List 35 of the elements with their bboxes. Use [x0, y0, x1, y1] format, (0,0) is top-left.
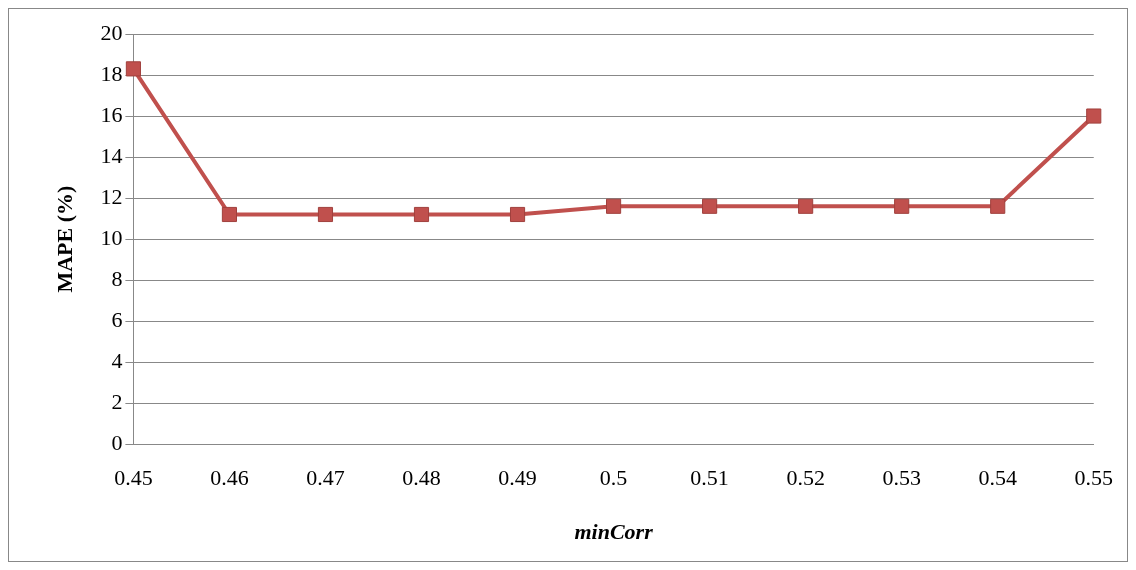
- y-tick-label: 10: [100, 224, 123, 250]
- y-tick-label: 2: [111, 388, 123, 414]
- y-tick-label: 20: [100, 19, 123, 45]
- x-tick-label: 0.52: [786, 465, 825, 491]
- x-tick-label: 0.53: [882, 465, 921, 491]
- x-tick-label: 0.5: [599, 465, 628, 491]
- x-tick-label: 0.48: [402, 465, 441, 491]
- y-tick-label: 14: [100, 142, 123, 168]
- point: [221, 206, 238, 223]
- y-tick-label: 4: [111, 347, 123, 373]
- x-tick-label: 0.49: [498, 465, 537, 491]
- point: [509, 206, 526, 223]
- x-tick-label: 0.51: [690, 465, 729, 491]
- point: [317, 206, 334, 223]
- x-tick-label: 0.55: [1074, 465, 1113, 491]
- y-tick-label: 6: [111, 306, 123, 332]
- y-tick-label: 8: [111, 265, 123, 291]
- point: [413, 206, 430, 223]
- x-tick-label: 0.45: [114, 465, 153, 491]
- y-tick-label: 12: [100, 183, 123, 209]
- point: [125, 61, 141, 77]
- y-tick-label: 16: [100, 101, 123, 127]
- point: [606, 198, 622, 214]
- y-tick-label: 18: [100, 60, 123, 86]
- point: [1086, 108, 1102, 124]
- x-tick-label: 0.47: [306, 465, 345, 491]
- y-axis-title: MAPE (%): [51, 185, 77, 293]
- y-tick-label: 0: [111, 429, 123, 455]
- x-axis-title: minCorr: [574, 519, 654, 545]
- point: [702, 198, 718, 214]
- x-tick-label: 0.54: [978, 465, 1017, 491]
- point: [798, 198, 814, 214]
- x-tick-label: 0.46: [210, 465, 249, 491]
- point: [894, 198, 910, 214]
- point: [990, 198, 1006, 214]
